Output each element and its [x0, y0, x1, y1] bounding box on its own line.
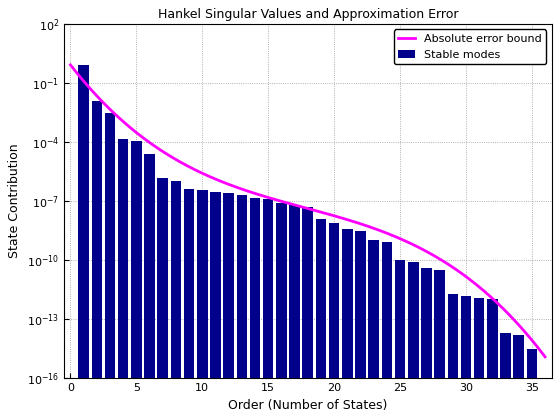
- Bar: [474, 298, 484, 420]
- Bar: [447, 294, 458, 420]
- Bar: [500, 333, 511, 420]
- Bar: [131, 141, 142, 420]
- Bar: [171, 181, 181, 420]
- Absolute error bound: [295, 204, 302, 209]
- Bar: [276, 203, 287, 420]
- Bar: [118, 139, 128, 420]
- Bar: [342, 228, 353, 420]
- X-axis label: Order (Number of States): Order (Number of States): [228, 399, 388, 412]
- Bar: [223, 193, 234, 420]
- Bar: [329, 223, 339, 420]
- Legend: Absolute error bound, Stable modes: Absolute error bound, Stable modes: [394, 29, 546, 64]
- Absolute error bound: [349, 219, 356, 224]
- Bar: [210, 192, 221, 420]
- Absolute error bound: [530, 340, 537, 345]
- Absolute error bound: [324, 211, 330, 216]
- Bar: [236, 195, 247, 420]
- Bar: [514, 336, 524, 420]
- Title: Hankel Singular Values and Approximation Error: Hankel Singular Values and Approximation…: [157, 8, 458, 21]
- Bar: [487, 299, 498, 420]
- Bar: [250, 197, 260, 420]
- Bar: [526, 349, 537, 420]
- Bar: [197, 190, 208, 420]
- Bar: [184, 189, 194, 420]
- Bar: [290, 205, 300, 420]
- Line: Absolute error bound: Absolute error bound: [71, 65, 545, 357]
- Bar: [316, 219, 326, 420]
- Bar: [105, 113, 115, 420]
- Bar: [368, 240, 379, 420]
- Bar: [157, 178, 168, 420]
- Bar: [461, 296, 472, 420]
- Bar: [540, 378, 550, 420]
- Absolute error bound: [67, 63, 74, 68]
- Bar: [302, 207, 313, 420]
- Bar: [355, 231, 366, 420]
- Bar: [408, 262, 418, 420]
- Bar: [421, 268, 432, 420]
- Bar: [435, 270, 445, 420]
- Bar: [263, 199, 273, 420]
- Absolute error bound: [456, 269, 463, 274]
- Absolute error bound: [292, 203, 299, 208]
- Bar: [144, 154, 155, 420]
- Bar: [395, 260, 405, 420]
- Bar: [91, 101, 102, 420]
- Bar: [78, 65, 89, 420]
- Y-axis label: State Contribution: State Contribution: [8, 144, 21, 258]
- Bar: [381, 242, 392, 420]
- Absolute error bound: [542, 354, 548, 360]
